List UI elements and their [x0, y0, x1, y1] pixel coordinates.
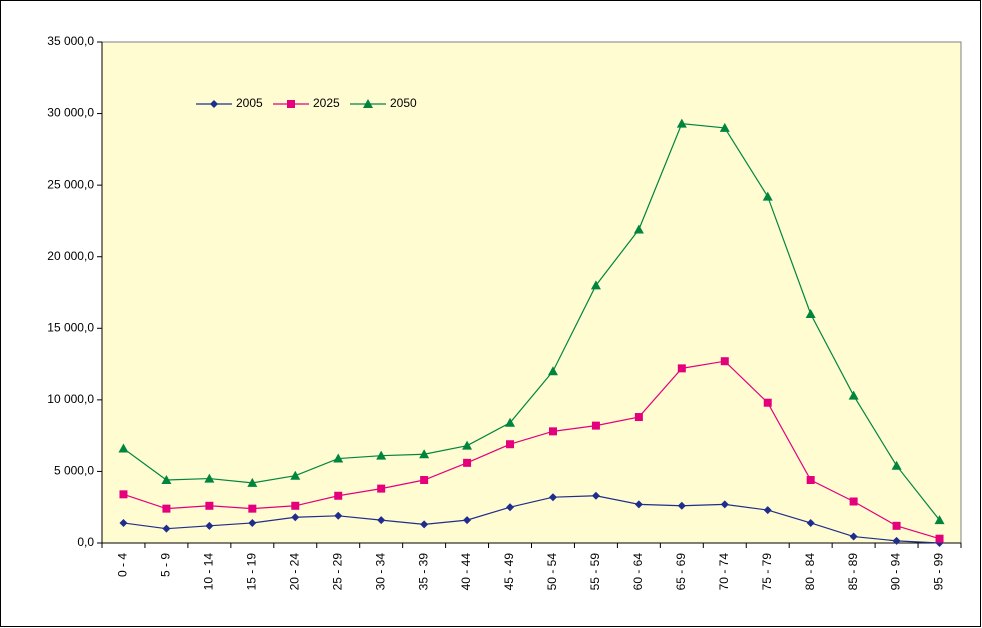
data-point — [247, 477, 258, 487]
data-point — [677, 501, 686, 510]
data-point — [806, 476, 815, 485]
y-tick-label: 0,0 — [77, 535, 94, 549]
data-point — [935, 534, 944, 543]
x-tick-label: 45 - 49 — [502, 553, 516, 591]
data-point — [505, 417, 516, 427]
x-tick-label: 95 - 99 — [932, 553, 946, 591]
data-point — [462, 440, 473, 450]
data-point — [720, 357, 729, 366]
series-line — [123, 122, 940, 521]
data-point — [763, 506, 772, 515]
data-point — [548, 493, 557, 502]
data-point — [463, 458, 472, 467]
data-point — [677, 364, 686, 373]
x-tick-label: 60 - 64 — [631, 553, 645, 591]
y-tick-label: 30 000,0 — [47, 106, 94, 120]
y-tick-label: 25 000,0 — [47, 177, 94, 191]
x-tick-label: 55 - 59 — [588, 553, 602, 591]
data-point — [892, 536, 901, 545]
data-point — [118, 443, 129, 453]
data-point — [848, 390, 859, 400]
legend-label: 2050 — [390, 96, 417, 110]
data-point — [291, 513, 300, 522]
data-point — [806, 518, 815, 527]
legend-label: 2005 — [236, 96, 263, 110]
data-point — [547, 366, 558, 376]
data-point — [590, 280, 601, 290]
data-point — [119, 518, 128, 527]
y-tick-label: 35 000,0 — [47, 34, 94, 48]
data-point — [506, 440, 515, 449]
x-tick-label: 70 - 74 — [717, 553, 731, 591]
data-point — [591, 491, 600, 500]
x-tick-label: 80 - 84 — [803, 553, 817, 591]
x-tick-label: 35 - 39 — [416, 553, 430, 591]
data-point — [162, 504, 171, 513]
y-tick-label: 5 000,0 — [54, 464, 94, 478]
data-point — [334, 511, 343, 520]
data-point — [676, 118, 687, 128]
x-tick-label: 10 - 14 — [202, 553, 216, 591]
data-point — [204, 473, 215, 483]
data-point — [506, 503, 515, 512]
data-point — [633, 224, 644, 234]
x-tick-label: 30 - 34 — [373, 553, 387, 591]
data-point — [634, 413, 643, 422]
data-point — [720, 500, 729, 509]
data-point — [634, 500, 643, 509]
x-tick-label: 75 - 79 — [760, 553, 774, 591]
data-point — [377, 484, 386, 493]
data-point — [763, 398, 772, 407]
data-point — [591, 421, 600, 430]
legend-marker — [287, 100, 295, 108]
data-point — [805, 308, 816, 318]
data-point — [333, 453, 344, 463]
y-tick-label: 10 000,0 — [47, 392, 94, 406]
series-line — [123, 360, 940, 540]
x-tick-label: 90 - 94 — [889, 553, 903, 591]
data-point — [762, 191, 773, 201]
data-point — [119, 490, 128, 499]
x-tick-label: 5 - 9 — [159, 553, 173, 577]
data-point — [719, 122, 730, 132]
data-point — [420, 520, 429, 529]
data-point — [290, 470, 301, 480]
y-tick-label: 20 000,0 — [47, 249, 94, 263]
data-point — [548, 427, 557, 436]
data-point — [205, 521, 214, 530]
x-tick-label: 20 - 24 — [287, 553, 301, 591]
data-point — [934, 515, 945, 525]
legend-marker — [363, 99, 373, 108]
legend-label: 2025 — [313, 96, 340, 110]
data-point — [419, 449, 430, 459]
data-point — [849, 497, 858, 506]
data-point — [161, 475, 172, 485]
data-point — [420, 476, 429, 485]
data-point — [334, 491, 343, 500]
data-point — [205, 501, 214, 510]
x-tick-label: 25 - 29 — [330, 553, 344, 591]
series-line — [123, 495, 940, 544]
data-point — [849, 532, 858, 541]
data-point — [291, 501, 300, 510]
x-tick-label: 0 - 4 — [116, 553, 130, 577]
x-tick-label: 15 - 19 — [244, 553, 258, 591]
data-point — [162, 524, 171, 533]
legend-marker — [210, 100, 218, 108]
data-point — [891, 460, 902, 470]
y-tick-label: 15 000,0 — [47, 320, 94, 334]
data-point — [463, 516, 472, 525]
data-point — [376, 450, 387, 460]
data-point — [377, 516, 386, 525]
data-point — [248, 504, 257, 513]
x-tick-label: 65 - 69 — [674, 553, 688, 591]
data-point — [892, 521, 901, 530]
x-tick-label: 50 - 54 — [545, 553, 559, 591]
data-point — [248, 518, 257, 527]
plot-area — [101, 41, 962, 544]
x-tick-label: 85 - 89 — [846, 553, 860, 591]
x-tick-label: 40 - 44 — [459, 553, 473, 591]
